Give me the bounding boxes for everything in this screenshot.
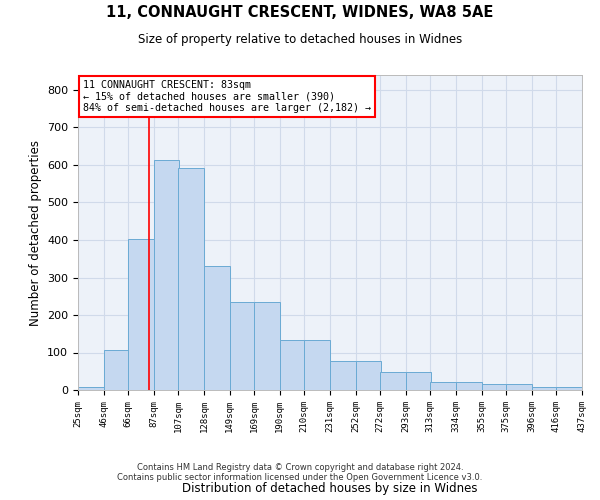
Bar	[154, 160, 179, 390]
Bar	[356, 361, 381, 390]
Bar	[506, 384, 532, 390]
Bar	[78, 387, 104, 390]
Bar	[482, 384, 507, 390]
Text: Distribution of detached houses by size in Widnes: Distribution of detached houses by size …	[182, 482, 478, 495]
Text: Size of property relative to detached houses in Widnes: Size of property relative to detached ho…	[138, 32, 462, 46]
Bar	[178, 168, 204, 390]
Bar	[204, 266, 230, 390]
Bar	[304, 340, 330, 390]
Bar	[532, 387, 557, 390]
Bar	[556, 387, 582, 390]
Text: Contains HM Land Registry data © Crown copyright and database right 2024.: Contains HM Land Registry data © Crown c…	[137, 464, 463, 472]
Bar	[230, 302, 255, 390]
Bar	[456, 382, 482, 390]
Bar	[128, 240, 154, 390]
Bar	[430, 382, 456, 390]
Y-axis label: Number of detached properties: Number of detached properties	[29, 140, 41, 326]
Text: 11, CONNAUGHT CRESCENT, WIDNES, WA8 5AE: 11, CONNAUGHT CRESCENT, WIDNES, WA8 5AE	[106, 5, 494, 20]
Bar	[104, 350, 129, 390]
Bar	[254, 302, 280, 390]
Bar	[280, 340, 305, 390]
Bar	[380, 372, 406, 390]
Text: 11 CONNAUGHT CRESCENT: 83sqm
← 15% of detached houses are smaller (390)
84% of s: 11 CONNAUGHT CRESCENT: 83sqm ← 15% of de…	[83, 80, 371, 113]
Bar	[406, 372, 431, 390]
Text: Contains public sector information licensed under the Open Government Licence v3: Contains public sector information licen…	[118, 474, 482, 482]
Bar	[330, 361, 356, 390]
